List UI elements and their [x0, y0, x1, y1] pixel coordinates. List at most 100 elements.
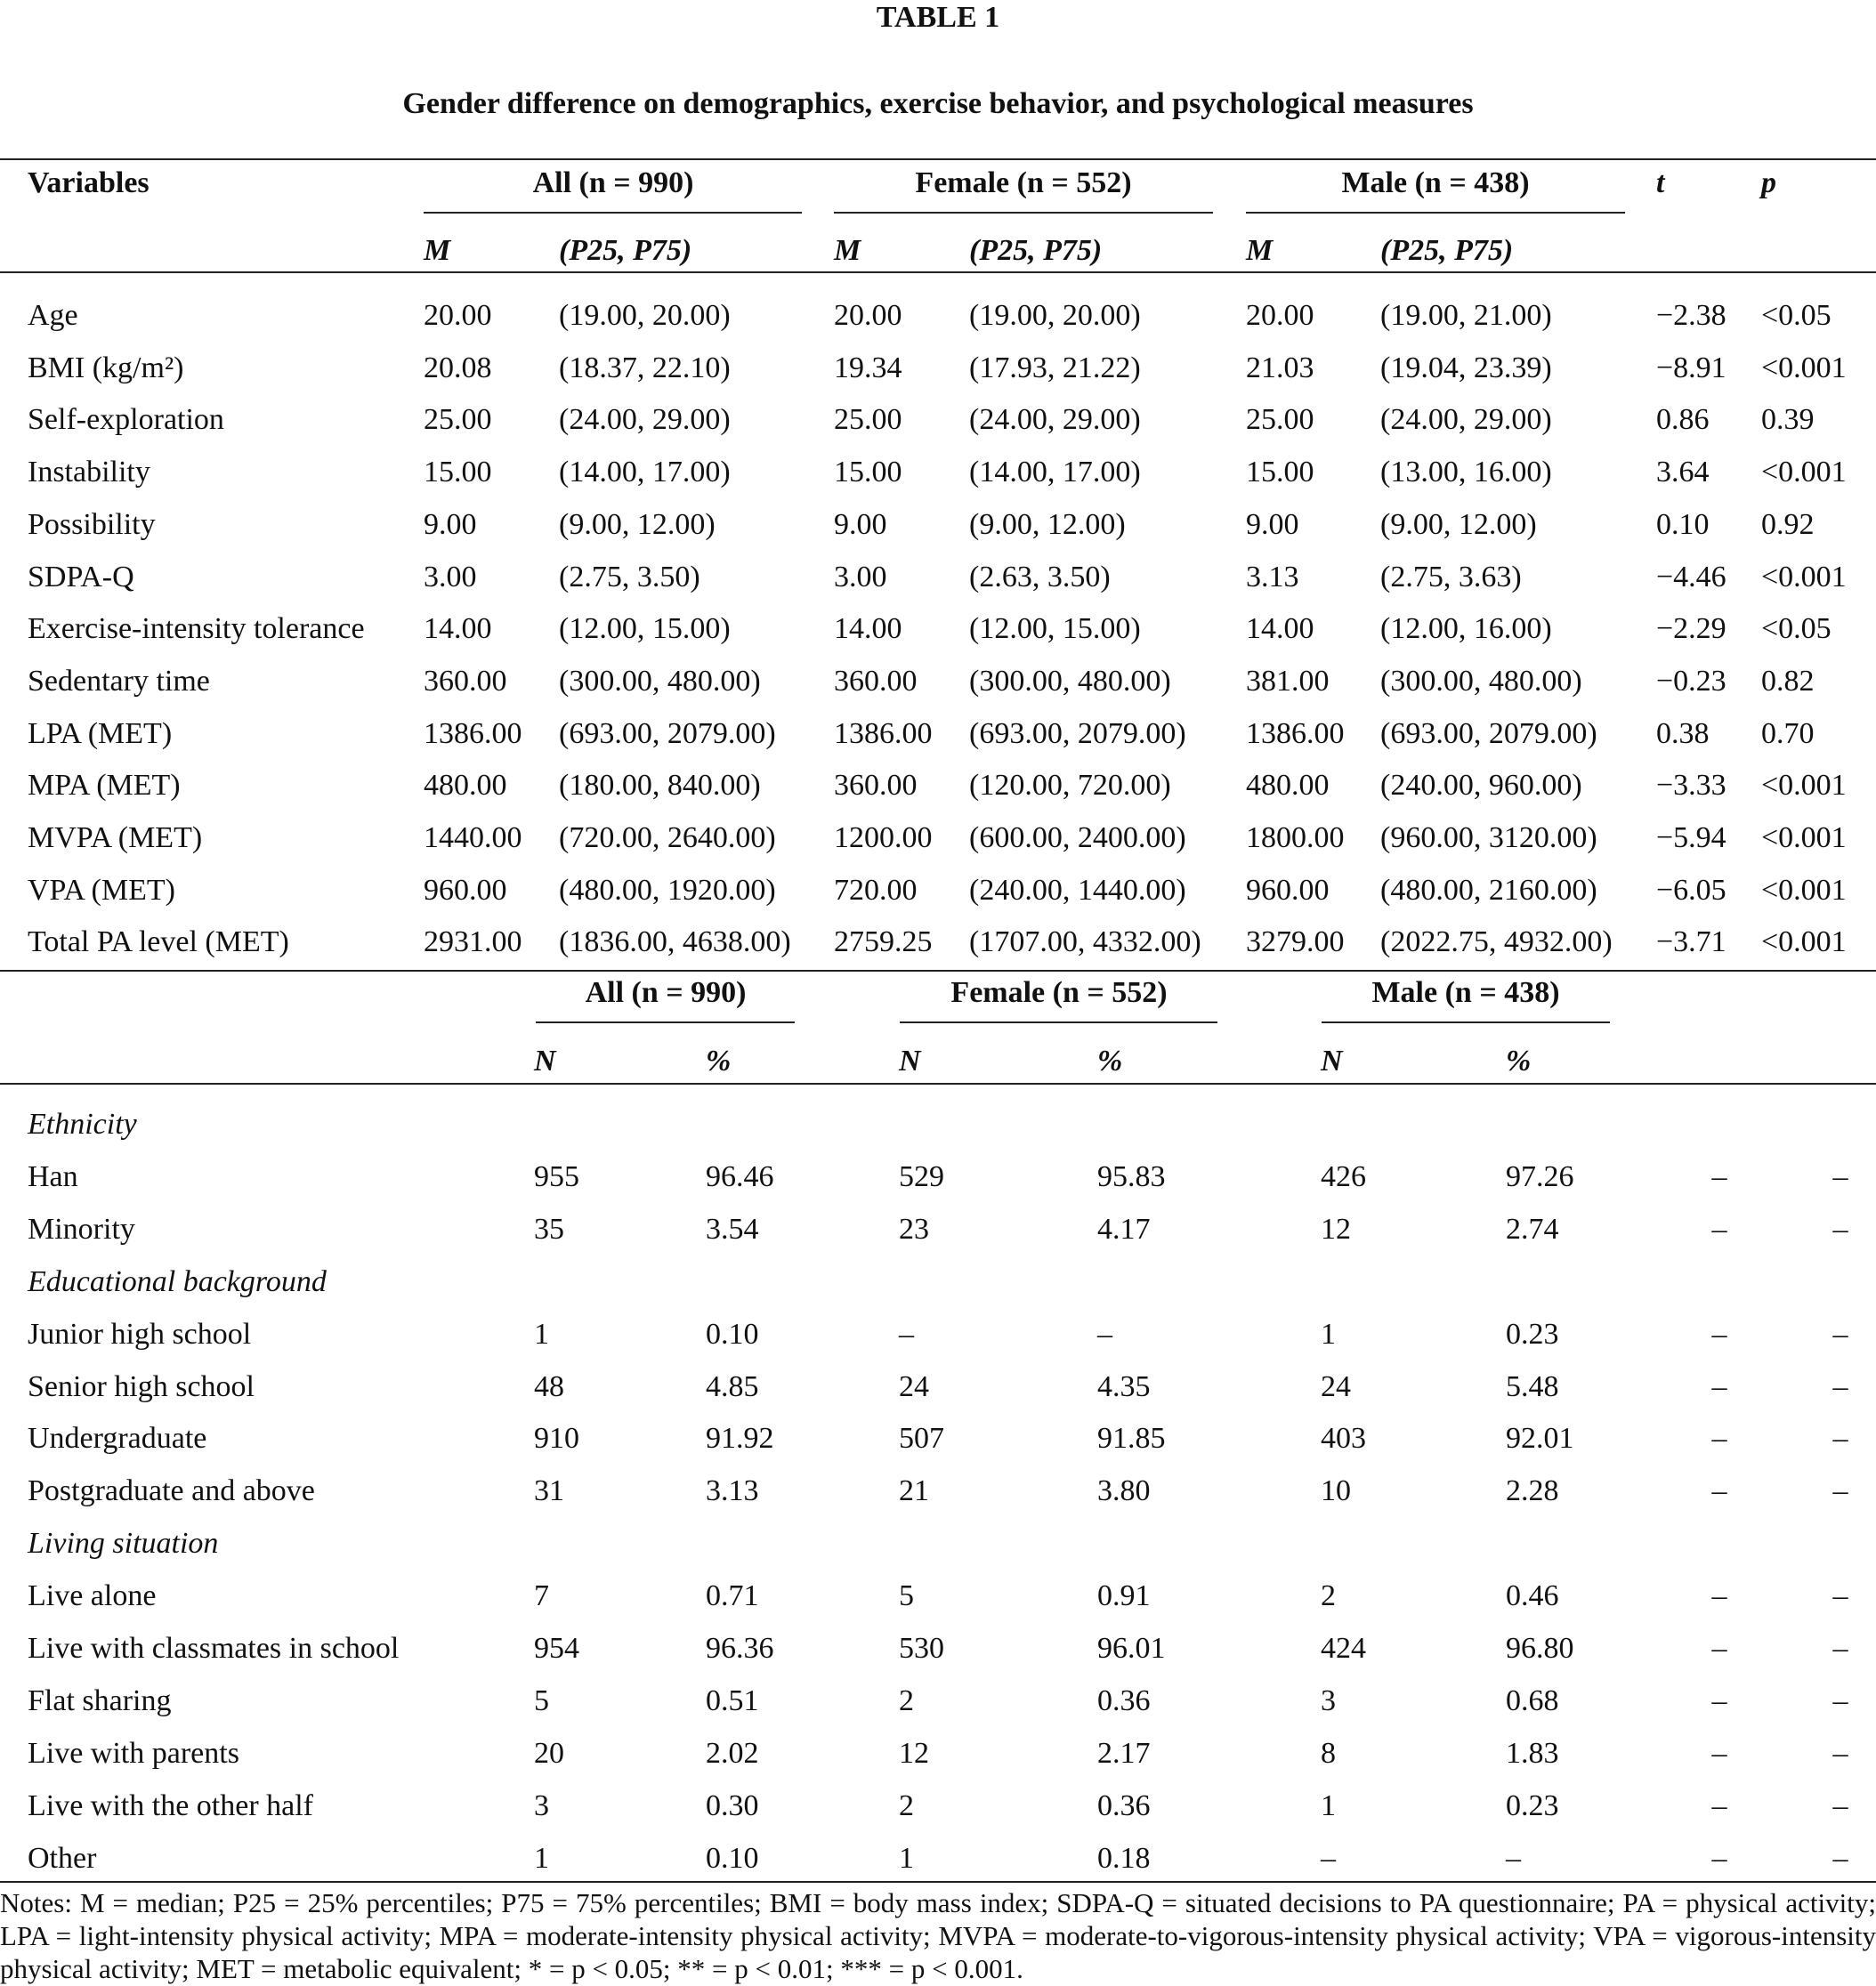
cell: (2022.75, 4932.00) — [1380, 925, 1613, 959]
cell: 2931.00 — [424, 925, 522, 959]
section-label: Ethnicity — [28, 1108, 137, 1141]
sub-header: N — [1321, 1045, 1343, 1078]
column-header: p — [1761, 166, 1776, 199]
sub-header: M — [1246, 234, 1274, 267]
cell: 20.00 — [424, 299, 492, 332]
cell: 3279.00 — [1246, 925, 1345, 959]
row-label: Minority — [28, 1212, 135, 1246]
sub-header: (P25, P75) — [969, 234, 1103, 267]
cell: 0.39 — [1761, 403, 1815, 437]
cell: 0.70 — [1761, 716, 1815, 750]
cell: 0.23 — [1506, 1317, 1559, 1351]
cell: (14.00, 17.00) — [559, 456, 731, 489]
cell: 15.00 — [834, 456, 902, 489]
cell: (2.63, 3.50) — [969, 560, 1111, 593]
cell: (720.00, 2640.00) — [559, 821, 776, 854]
cell: 91.85 — [1097, 1422, 1166, 1456]
cell: 0.82 — [1761, 664, 1815, 698]
cell: <0.001 — [1761, 873, 1847, 907]
rule — [0, 970, 1876, 972]
cell: 0.92 — [1761, 507, 1815, 541]
cell: (24.00, 29.00) — [1380, 403, 1552, 437]
cell: (240.00, 960.00) — [1380, 769, 1582, 803]
column-header: Variables — [28, 166, 150, 199]
row-label: Postgraduate and above — [28, 1474, 315, 1508]
cell: (14.00, 17.00) — [969, 456, 1141, 489]
cell: (2.75, 3.50) — [559, 560, 700, 593]
cell: 1386.00 — [1246, 716, 1345, 750]
cell: 1200.00 — [834, 821, 933, 854]
cell: – — [1832, 1579, 1848, 1613]
cell: 20.00 — [1246, 299, 1314, 332]
cell: 0.10 — [706, 1841, 759, 1875]
cell: 2 — [899, 1788, 914, 1822]
cell: 0.30 — [706, 1788, 759, 1822]
row-label: LPA (MET) — [28, 716, 173, 750]
cell: 3.80 — [1097, 1474, 1151, 1508]
cell: 960.00 — [424, 873, 507, 907]
row-label: Flat sharing — [28, 1683, 172, 1717]
cell: 20 — [534, 1736, 564, 1770]
cell: 92.01 — [1506, 1422, 1574, 1456]
cell: 24 — [1321, 1369, 1351, 1403]
cell: 910 — [534, 1422, 579, 1456]
cell: 3.13 — [1246, 560, 1299, 593]
cell: – — [1711, 1579, 1727, 1613]
column-header: Female (n = 552) — [915, 166, 1132, 199]
cell: 4.85 — [706, 1369, 759, 1403]
cell: 25.00 — [834, 403, 902, 437]
cell: 0.86 — [1656, 403, 1710, 437]
cell: 14.00 — [1246, 612, 1314, 646]
cell: (600.00, 2400.00) — [969, 821, 1186, 854]
row-label: SDPA-Q — [28, 560, 134, 593]
rule — [424, 212, 802, 214]
row-label: Instability — [28, 456, 150, 489]
cell: 3.54 — [706, 1212, 759, 1246]
cell: 96.46 — [706, 1159, 774, 1193]
cell: – — [1321, 1841, 1336, 1875]
cell: −2.38 — [1656, 299, 1726, 332]
row-label: Han — [28, 1159, 78, 1193]
row-label: Junior high school — [28, 1317, 252, 1351]
cell: 9.00 — [834, 507, 887, 541]
cell: <0.001 — [1761, 925, 1847, 959]
cell: 1 — [1321, 1317, 1336, 1351]
cell: −3.33 — [1656, 769, 1726, 803]
cell: 3.13 — [706, 1474, 759, 1508]
cell: <0.001 — [1761, 769, 1847, 803]
cell: 960.00 — [1246, 873, 1330, 907]
cell: – — [1832, 1369, 1848, 1403]
cell: 5.48 — [1506, 1369, 1559, 1403]
cell: 96.36 — [706, 1632, 774, 1665]
cell: 1440.00 — [424, 821, 522, 854]
cell: (300.00, 480.00) — [559, 664, 761, 698]
cell: 96.80 — [1506, 1632, 1574, 1665]
rule — [0, 1881, 1876, 1883]
cell: 381.00 — [1246, 664, 1330, 698]
cell: 3 — [1321, 1683, 1336, 1717]
cell: (240.00, 1440.00) — [969, 873, 1186, 907]
cell: – — [1832, 1841, 1848, 1875]
sub-header: N — [534, 1045, 556, 1078]
cell: 403 — [1321, 1422, 1366, 1456]
cell: 91.92 — [706, 1422, 774, 1456]
cell: – — [1832, 1159, 1848, 1193]
cell: <0.001 — [1761, 351, 1847, 384]
cell: 529 — [899, 1159, 944, 1193]
cell: 0.51 — [706, 1683, 759, 1717]
sub-header: % — [1506, 1045, 1532, 1078]
cell: (1707.00, 4332.00) — [969, 925, 1201, 959]
cell: (480.00, 2160.00) — [1380, 873, 1597, 907]
cell: – — [1832, 1317, 1848, 1351]
row-label: Sedentary time — [28, 664, 210, 698]
cell: 1386.00 — [834, 716, 933, 750]
cell: 9.00 — [424, 507, 477, 541]
cell: −8.91 — [1656, 351, 1726, 384]
cell: 3.00 — [834, 560, 887, 593]
sub-header: (P25, P75) — [559, 234, 692, 267]
cell: 0.36 — [1097, 1683, 1151, 1717]
cell: – — [1832, 1474, 1848, 1508]
cell: – — [1832, 1422, 1848, 1456]
cell: 360.00 — [424, 664, 507, 698]
